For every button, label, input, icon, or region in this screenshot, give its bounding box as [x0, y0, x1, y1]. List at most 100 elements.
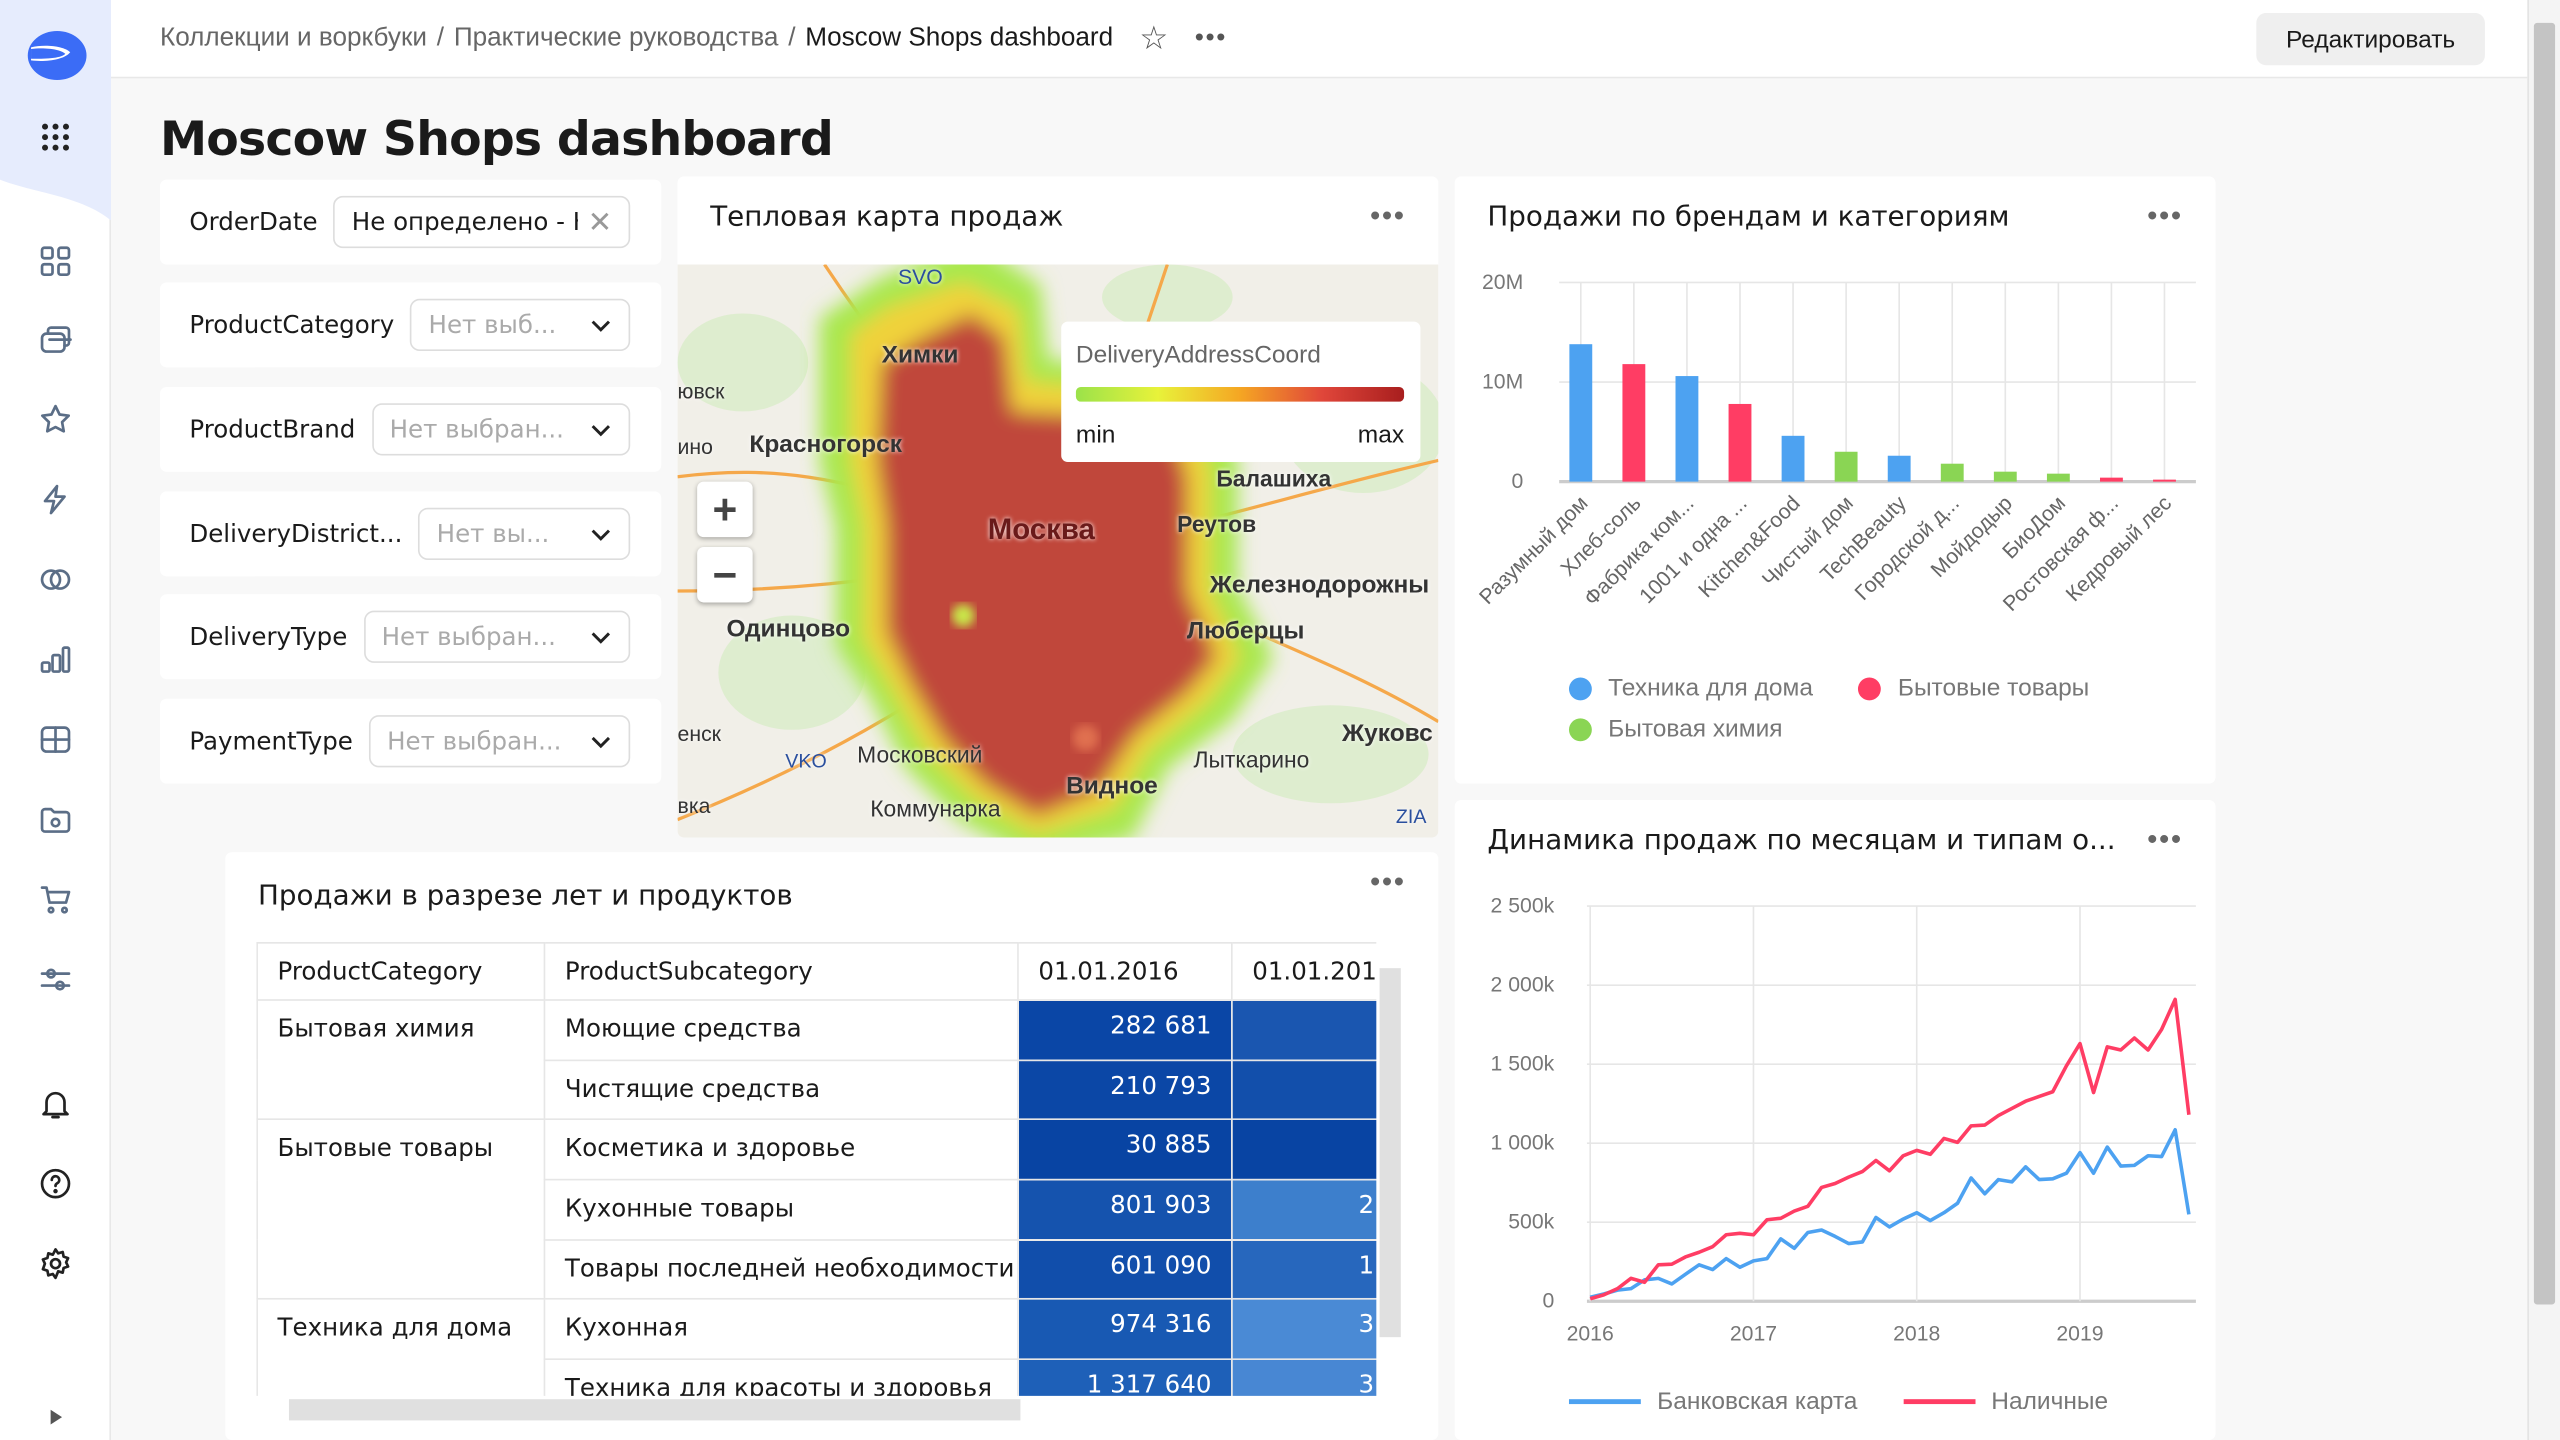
map-canvas[interactable]: SVO Химки Красногорск Москва Реутов Бала… — [677, 264, 1439, 838]
cart-icon[interactable] — [36, 880, 75, 919]
date-range-input[interactable]: Не определено - Не определено ✕ — [333, 195, 631, 249]
y-tick-label: 2 000k — [1491, 974, 1555, 997]
expand-arrow-icon[interactable] — [36, 1401, 75, 1434]
widget-menu-icon[interactable]: ••• — [1369, 865, 1406, 898]
column-header[interactable]: ProductCategory — [256, 942, 546, 1001]
legend-label: Бытовые товары — [1897, 674, 2090, 703]
table-horizontal-scrollbar[interactable] — [256, 1396, 1376, 1424]
map-label: вка — [677, 793, 711, 818]
clear-icon[interactable]: ✕ — [587, 204, 613, 240]
filter-label: PaymentType — [189, 726, 353, 756]
value-cell: 3 406 — [1231, 1358, 1377, 1396]
subcategory-cell: Кухонные товары — [543, 1178, 1019, 1241]
column-header[interactable]: 01.01.201 — [1231, 942, 1377, 1001]
breadcrumb-guides[interactable]: Практические руководства — [453, 23, 779, 52]
filter-paymenttype: PaymentType Нет выбран... — [159, 698, 662, 784]
scrollbar-thumb[interactable] — [288, 1399, 1021, 1421]
filter-placeholder: Нет вы... — [436, 519, 550, 549]
map-zoom-in-button[interactable]: + — [697, 481, 753, 538]
line-chart: 0 500k 1 000k 1 500k 2 000k 2 500k 2016 2017 201… — [1491, 895, 2196, 1345]
filter-select[interactable]: Нет выбран... — [363, 610, 631, 663]
x-tick-label: 2016 — [1567, 1322, 1614, 1345]
y-tick-label: 1 000k — [1491, 1132, 1555, 1155]
filter-placeholder: Нет выбран... — [387, 726, 562, 756]
bar — [1622, 364, 1646, 482]
bar-chart-widget: Продажи по брендам и категориям ••• 0 10M… — [1454, 176, 2216, 784]
value-cell: 718 — [1231, 1059, 1377, 1121]
breadcrumb-separator: / — [436, 23, 445, 52]
filter-deliverytype: DeliveryType Нет выбран... — [159, 594, 662, 680]
legend-label: Банковская карта — [1657, 1387, 1858, 1416]
legend-item[interactable]: Наличные — [1903, 1388, 2108, 1416]
y-tick-label: 1 500k — [1491, 1053, 1555, 1076]
scrollbar-thumb[interactable] — [2533, 22, 2556, 1305]
widget-menu-icon[interactable]: ••• — [2147, 199, 2183, 232]
filter-orderdate: OrderDate Не определено - Не определено … — [159, 179, 662, 265]
bar — [1728, 403, 1752, 482]
filter-select[interactable]: Нет выбран... — [369, 715, 631, 768]
column-header[interactable]: ProductSubcategory — [543, 942, 1019, 1001]
legend-item[interactable]: Банковская карта — [1568, 1387, 1858, 1416]
value-cell: 3 512 — [1231, 1298, 1377, 1361]
gear-icon[interactable] — [36, 1244, 75, 1283]
chevron-down-icon — [591, 736, 611, 749]
legend-item[interactable]: Бытовая химия — [1568, 712, 1783, 748]
connections-lightning-icon[interactable] — [36, 480, 75, 519]
settings-sliders-icon[interactable] — [36, 960, 75, 999]
map-label: ZIA — [1395, 804, 1427, 828]
dashboards-icon[interactable] — [36, 242, 75, 281]
legend-marker — [1568, 718, 1592, 742]
legend-gradient — [1075, 386, 1405, 402]
chevron-down-icon — [591, 632, 611, 644]
favorite-star-icon[interactable]: ☆ — [1139, 21, 1169, 58]
widget-menu-icon[interactable]: ••• — [2147, 822, 2183, 856]
favorites-star-icon[interactable] — [36, 400, 75, 439]
filter-select[interactable]: Нет выб... — [410, 298, 631, 352]
filter-label: DeliveryDistrict... — [189, 519, 403, 549]
top-header: Коллекции и воркбуки / Практические руко… — [111, 0, 2528, 79]
bar — [1993, 471, 2017, 482]
map-label: Видное — [1066, 772, 1158, 800]
widget-title: Тепловая карта продаж — [710, 200, 1064, 234]
line-chart-legend: Банковская карта Наличные — [1568, 1383, 2206, 1416]
edit-button[interactable]: Редактировать — [2256, 13, 2485, 66]
logo-icon[interactable] — [24, 29, 87, 81]
page-scrollbar[interactable] — [2527, 0, 2560, 1440]
value-cell: 210 793 — [1017, 1059, 1233, 1121]
folder-icon[interactable] — [36, 800, 75, 839]
column-header[interactable]: 01.01.2016 — [1017, 942, 1233, 1001]
bar — [1887, 455, 1911, 482]
legend-item[interactable]: Бытовые товары — [1858, 671, 2090, 707]
series-line — [1589, 997, 2191, 1301]
map-label: Реутов — [1177, 511, 1257, 538]
table-vertical-scrollbar[interactable] — [1376, 942, 1404, 1396]
legend-item[interactable]: Техника для дома — [1568, 671, 1813, 707]
widget-menu-icon[interactable]: ••• — [1369, 199, 1406, 232]
value-cell: 601 090 — [1017, 1238, 1233, 1301]
breadcrumb-collections[interactable]: Коллекции и воркбуки — [159, 23, 427, 52]
scrollbar-thumb[interactable] — [1379, 968, 1401, 1338]
map-label: VKO — [785, 749, 827, 773]
apps-grid-icon[interactable] — [36, 118, 75, 157]
table-row: Техника для красоты и здоровья 1 317 640 3… — [257, 1358, 1377, 1396]
more-options-icon[interactable]: ••• — [1194, 23, 1228, 52]
datasets-rings-icon[interactable] — [36, 560, 75, 599]
map-label: Химки — [881, 341, 959, 369]
collections-icon[interactable] — [36, 320, 75, 359]
bar — [2046, 473, 2070, 482]
bar — [1675, 376, 1699, 482]
tables-icon[interactable] — [36, 720, 75, 759]
x-tick-label: 2017 — [1730, 1322, 1777, 1345]
help-icon[interactable] — [36, 1164, 75, 1203]
notifications-bell-icon[interactable] — [36, 1084, 75, 1123]
map-label: SVO — [897, 264, 943, 289]
bar — [1569, 344, 1593, 482]
filter-label: DeliveryType — [189, 622, 348, 652]
map-zoom-out-button[interactable]: − — [697, 546, 753, 603]
bar — [1781, 435, 1805, 482]
legend-marker — [1568, 677, 1592, 701]
filter-select[interactable]: Нет выбран... — [371, 403, 631, 456]
charts-bars-icon[interactable] — [36, 640, 75, 679]
filter-select[interactable]: Нет вы... — [418, 507, 631, 560]
